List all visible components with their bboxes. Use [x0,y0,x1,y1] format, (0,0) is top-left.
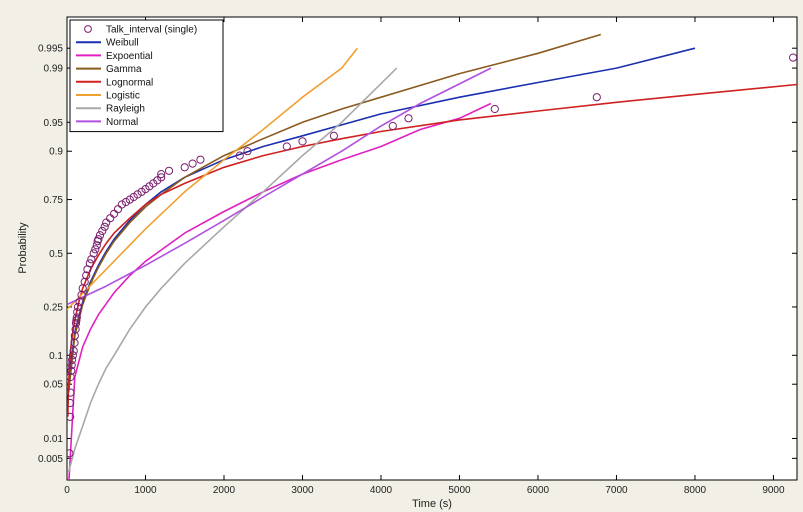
x-tick-label: 4000 [370,485,393,496]
y-axis-label: Probability [17,222,29,274]
data-point [67,449,74,458]
data-point [235,151,244,160]
data-point [73,308,82,317]
y-tick-label: 0.9 [49,147,63,158]
legend-label: Rayleigh [106,104,145,115]
x-tick-label: 6000 [527,485,550,496]
data-point [117,200,127,209]
data-point [298,137,307,146]
legend-label: Gamma [106,64,142,75]
data-point [91,245,100,254]
data-point [72,313,81,322]
series-line-logistic [67,47,359,311]
data-point [329,131,338,140]
x-tick-label: 9000 [762,485,785,496]
data-point [72,316,81,325]
data-point [80,277,89,286]
y-tick-label: 0.99 [44,64,64,75]
data-point [89,249,98,258]
data-point [592,93,601,102]
x-tick-label: 2000 [213,485,236,496]
x-tick-label: 3000 [291,485,314,496]
data-point [789,53,797,62]
series-line-rayleigh [67,67,398,473]
y-tick-label: 0.05 [44,380,64,391]
y-tick-label: 0.005 [38,454,63,465]
data-point [490,104,499,114]
data-point [157,173,166,182]
data-point [100,222,109,231]
legend-label: Normal [106,117,138,128]
legend-label: Lognormal [106,77,153,88]
data-point [404,114,413,123]
data-point [282,142,291,151]
data-point [68,351,78,360]
legend-label: Weibull [106,38,139,49]
y-tick-label: 0.95 [44,118,64,129]
data-point [67,366,76,375]
data-point [188,159,197,168]
series-line-expoential [68,102,492,480]
data-point [71,325,80,334]
data-point [133,190,142,199]
data-point [71,319,81,328]
x-axis: 0 1000 2000 3000 4000 5000 6000 7000 8000 9000 [64,17,785,496]
data-point [67,412,75,421]
data-point [180,163,189,172]
data-point [92,241,101,250]
data-point [67,372,75,382]
y-tick-label: 0.75 [44,195,64,206]
data-point [73,302,83,312]
y-tick-label: 0.1 [49,351,63,362]
data-point [85,259,94,268]
data-point [164,166,174,175]
legend-marker [84,25,92,33]
data-point [243,147,252,156]
data-point [69,346,78,355]
data-points [67,53,797,458]
y-tick-label: 0.5 [49,249,63,260]
data-point [388,121,397,131]
y-axis: 0.005 0.01 0.05 0.1 0.25 0.5 0.75 0.9 0.95 0.99 0.… [38,44,797,465]
y-tick-label: 0.01 [44,434,64,445]
data-point [94,235,103,244]
data-point [68,355,77,365]
data-point [157,170,166,179]
legend-label: Talk_interval (single) [106,25,197,36]
series-line-weibull [67,47,696,385]
data-point [82,271,91,280]
data-point [98,226,107,236]
data-point [196,155,205,164]
x-tick-label: 8000 [684,485,707,496]
data-point [67,398,75,408]
y-tick-label: 0.25 [44,302,64,313]
y-tick-label: 0.995 [38,44,63,55]
x-axis-label: Time (s) [412,498,452,510]
data-point [67,388,75,397]
x-tick-label: 5000 [448,485,471,496]
legend: Talk_interval (single) Weibull Expoential G… [69,19,224,133]
x-tick-label: 1000 [134,485,157,496]
legend-box [69,19,224,133]
series-line-normal [67,67,492,306]
legend-label: Logistic [106,91,140,102]
data-point [70,331,79,340]
legend-label: Expoential [106,51,153,62]
data-point [67,361,76,370]
x-tick-label: 0 [64,485,70,496]
data-point [95,231,105,240]
x-tick-label: 7000 [605,485,628,496]
